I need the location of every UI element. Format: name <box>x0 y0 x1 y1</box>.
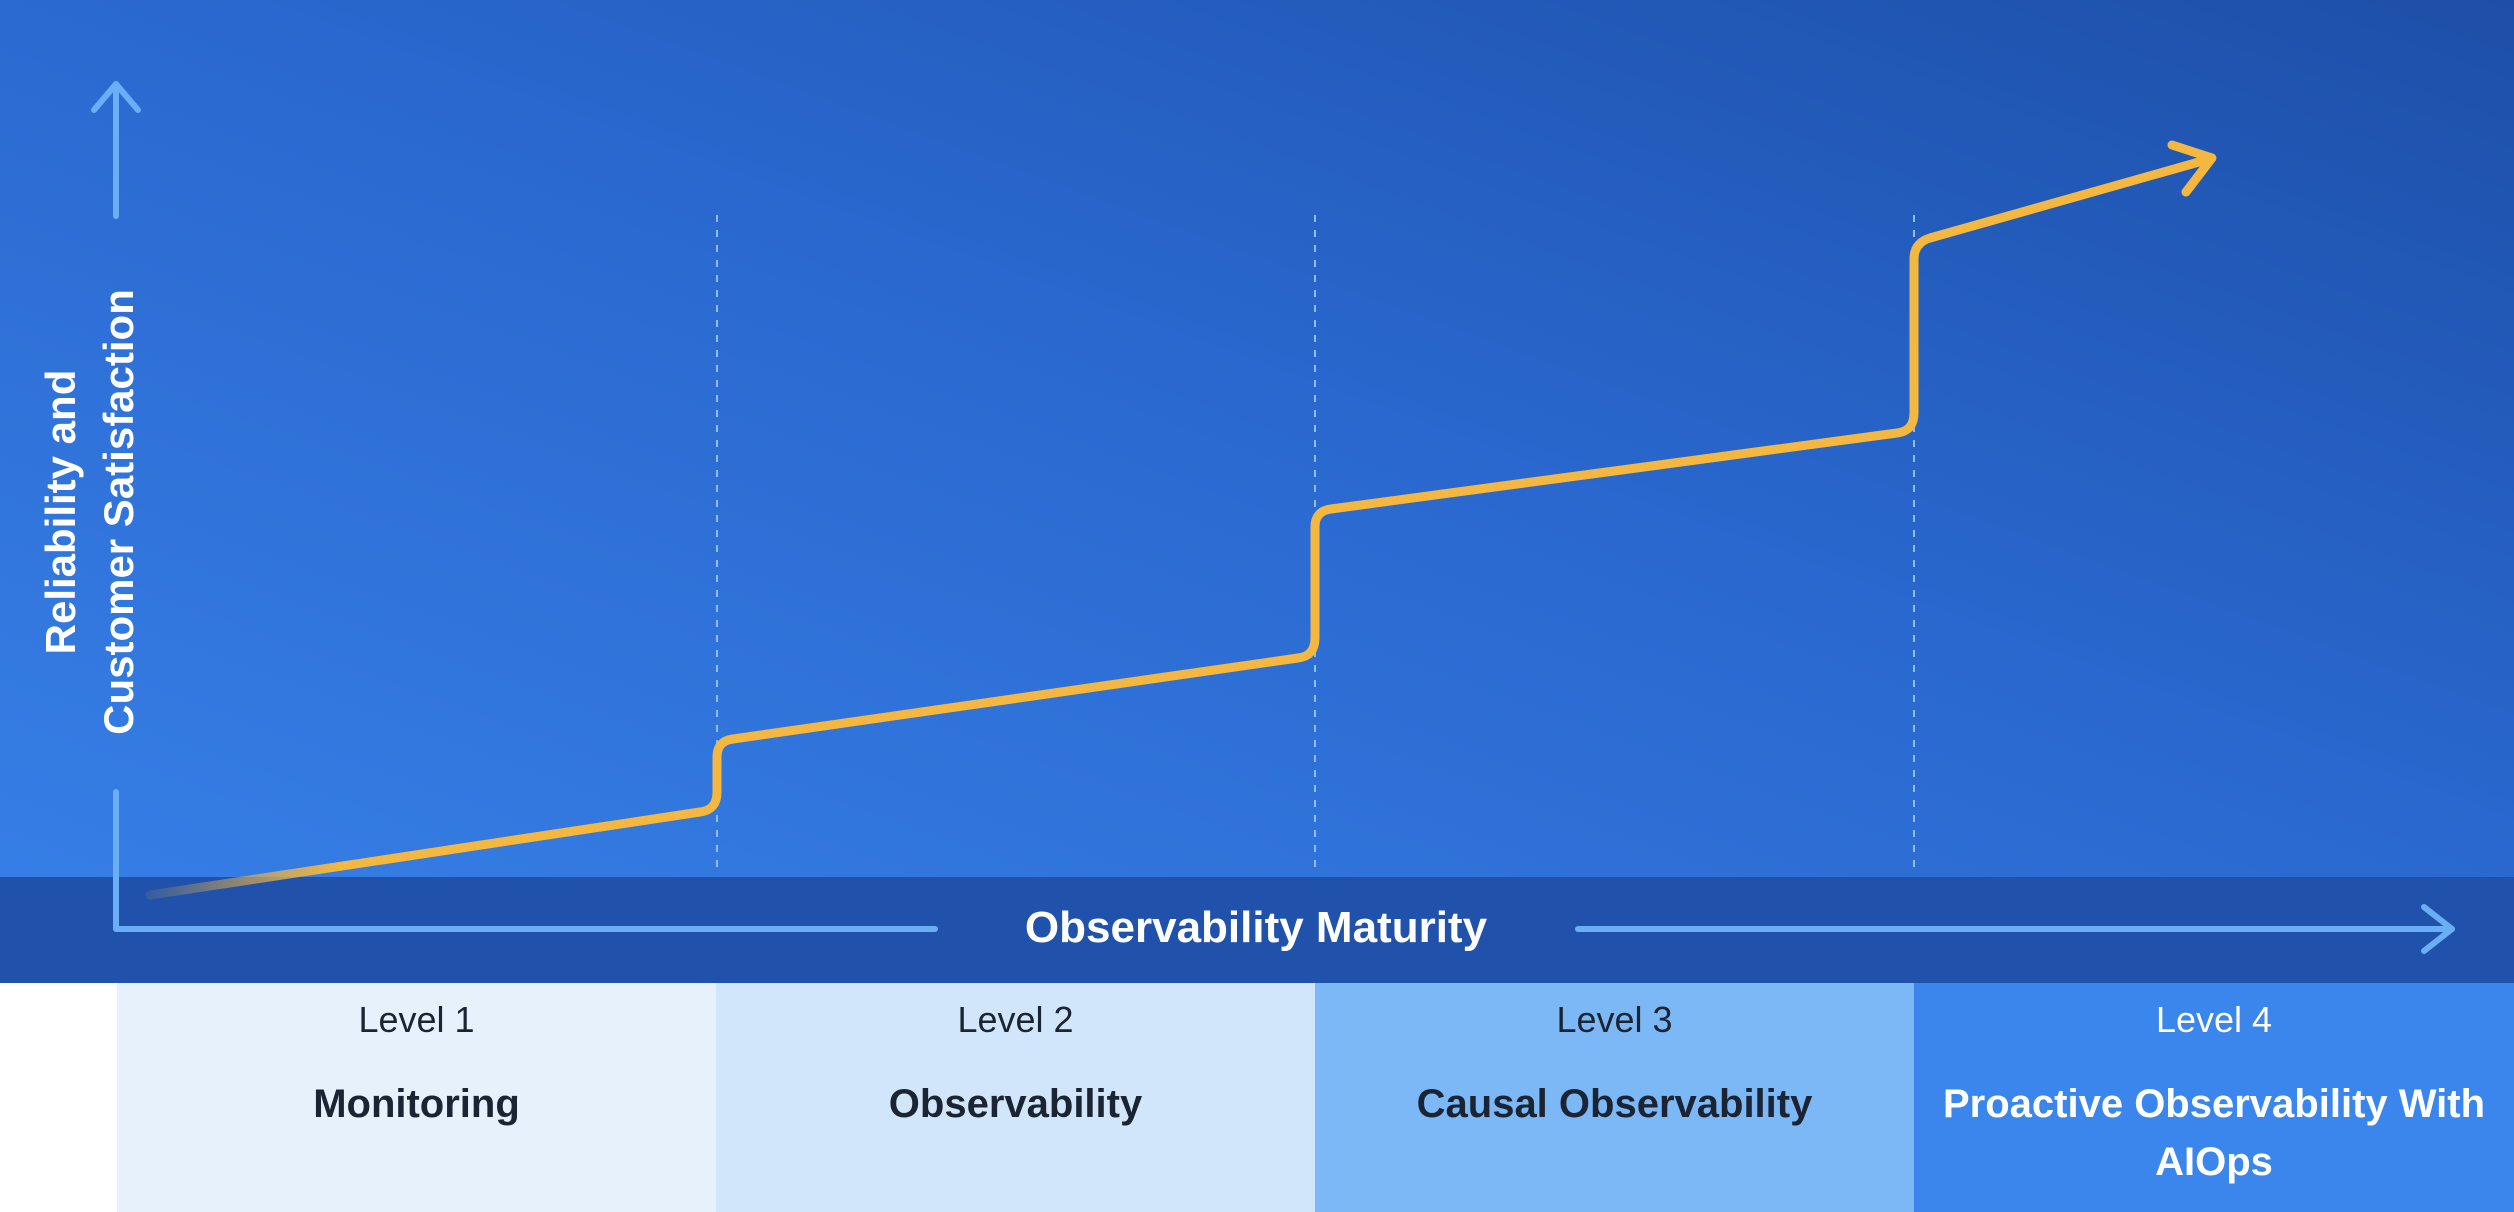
level-2-card: Level 2 Observability <box>716 983 1315 1212</box>
level-3-name: Causal Observability <box>1416 1082 1813 1126</box>
x-axis-arrow <box>1575 904 2455 954</box>
diagram-canvas <box>91 81 2455 954</box>
growth-arrow-head <box>2167 140 2217 197</box>
growth-line <box>145 155 2211 900</box>
x-axis-label: Observability Maturity <box>1024 903 1488 952</box>
axis-corner <box>113 789 938 932</box>
level-2-name: Observability <box>888 1082 1143 1126</box>
level-4-card: Level 4 Proactive Observability With AIO… <box>1914 983 2514 1212</box>
level-3-number: Level 3 <box>1556 999 1673 1040</box>
level-1-name: Monitoring <box>313 1082 520 1126</box>
level-3-card: Level 3 Causal Observability <box>1315 983 1914 1212</box>
y-axis-label: Reliability and Customer Satisfaction <box>32 252 148 772</box>
level-4-number: Level 4 <box>2155 999 2273 1040</box>
level-1-card: Level 1 Monitoring <box>117 983 716 1212</box>
level-2-number: Level 2 <box>957 999 1074 1040</box>
level-1-number: Level 1 <box>358 999 475 1040</box>
level-4-name: Proactive Observability With AIOps <box>1942 1082 2486 1184</box>
y-axis-label-line1: Reliability and <box>37 369 84 655</box>
y-axis-arrow <box>91 81 141 219</box>
diagram-panel <box>0 0 2514 983</box>
y-axis-label-line2: Customer Satisfaction <box>95 289 142 735</box>
